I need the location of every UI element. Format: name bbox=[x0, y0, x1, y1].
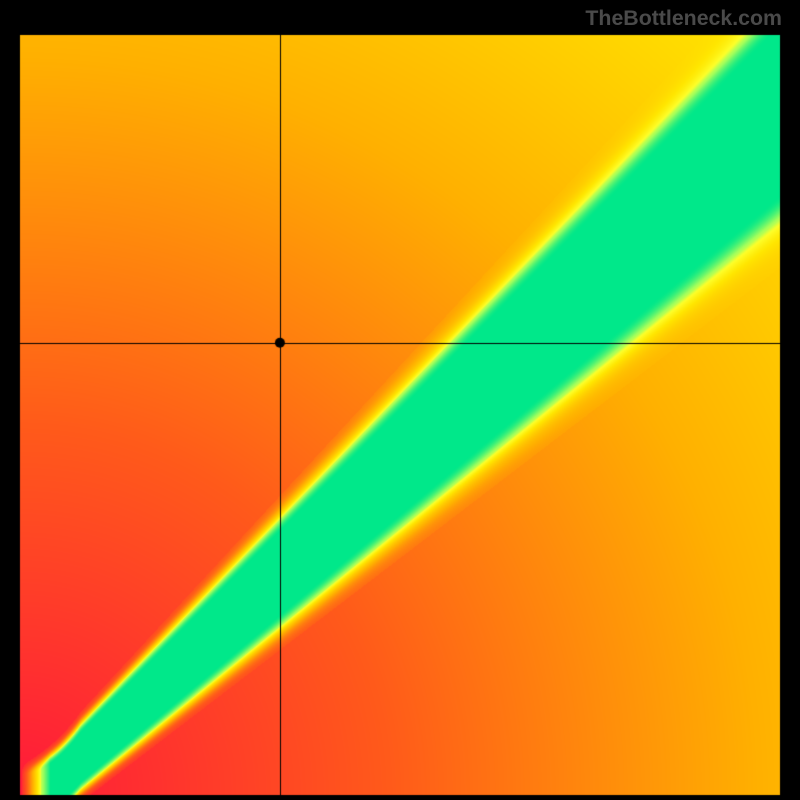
watermark: TheBottleneck.com bbox=[585, 6, 782, 31]
bottleneck-heatmap bbox=[0, 0, 800, 800]
